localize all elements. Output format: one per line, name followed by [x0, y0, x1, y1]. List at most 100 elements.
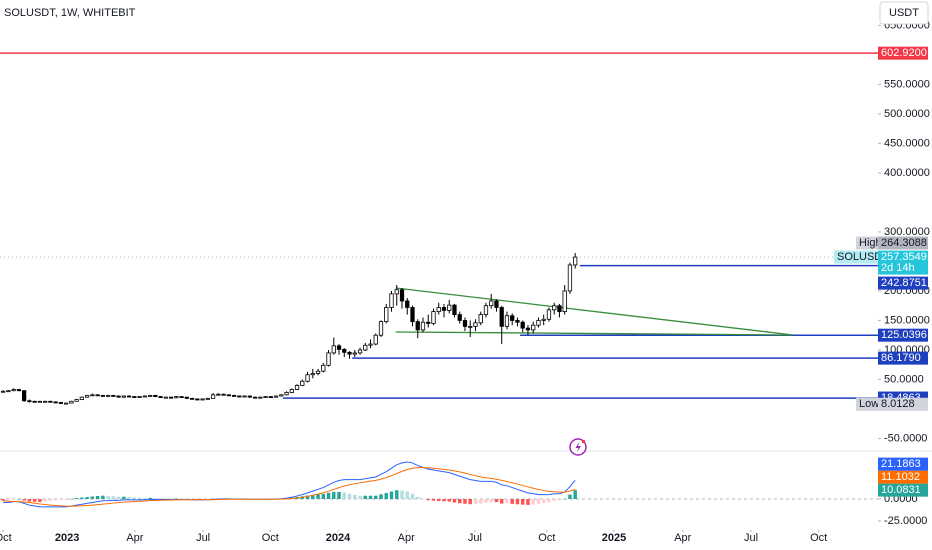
- candle-body: [336, 345, 342, 350]
- histogram-bar: [510, 499, 514, 504]
- histogram-bar: [484, 499, 488, 503]
- indicator-line: [3, 461, 576, 508]
- x-tick-label: Oct: [0, 532, 12, 544]
- alert-bolt[interactable]: [575, 441, 582, 453]
- histogram-bar: [568, 494, 572, 500]
- alert-icon[interactable]: [569, 438, 587, 456]
- histogram-bar: [526, 499, 530, 505]
- candle-body: [552, 305, 557, 311]
- countdown: 2d 14h: [881, 262, 915, 274]
- candle-body: [189, 397, 195, 400]
- histogram-bar: [111, 496, 116, 500]
- line-value: 242.8751: [881, 277, 927, 289]
- currency-button[interactable]: [879, 1, 929, 25]
- histogram-bar: [431, 499, 436, 501]
- candle-body: [273, 395, 279, 398]
- histogram-bar: [1, 499, 5, 501]
- plot-area: Oct 2023 Apr Jul Oct 2024 Apr Jul Oct 2025 Apr Jul O…: [0, 52, 878, 544]
- histogram-bar: [379, 494, 383, 500]
- histogram-bar: [457, 499, 462, 504]
- candle-body: [163, 396, 168, 399]
- histogram-bar: [337, 491, 341, 500]
- candle-body: [84, 395, 90, 398]
- histogram-bar: [400, 490, 404, 500]
- alert-dot[interactable]: [581, 439, 586, 444]
- candle-body: [300, 380, 305, 386]
- candle-body: [541, 318, 546, 321]
- currency-label[interactable]: USDT: [889, 7, 919, 19]
- candle-body: [105, 395, 111, 397]
- histogram-bar: [347, 493, 352, 500]
- overlay: SOLUSDT, 1W, WHITEBIT USDT: [4, 1, 929, 456]
- high-value: 264.3088: [881, 237, 927, 249]
- candle-body: [205, 397, 210, 400]
- candle-body: [252, 396, 258, 399]
- histogram-bar: [410, 493, 415, 500]
- histogram-bar: [442, 499, 446, 502]
- candle-body: [284, 392, 289, 396]
- candle-body: [90, 394, 95, 397]
- y-tick-label: 50.0000: [884, 373, 924, 385]
- candle-body: [436, 307, 441, 313]
- candle-body: [210, 394, 216, 399]
- histogram-bar: [374, 495, 378, 500]
- histogram-bar: [64, 499, 68, 500]
- y-tick-label: 550.0000: [884, 78, 930, 90]
- candle-body: [1, 390, 6, 393]
- histogram-bar: [541, 499, 546, 504]
- histogram-bar: [116, 496, 121, 500]
- histogram-bar: [395, 490, 399, 500]
- candle-body: [294, 384, 300, 390]
- symbol-tag: SOLUSDT: [837, 251, 889, 263]
- y-tick-label: 300.0000: [884, 226, 930, 238]
- candle-body: [200, 398, 205, 401]
- candle-body: [378, 321, 384, 336]
- low-value: 8.0128: [881, 398, 915, 410]
- candle-body: [116, 395, 121, 398]
- candle-body: [536, 320, 541, 326]
- line-value-box: [878, 276, 928, 290]
- histogram-bar: [38, 499, 42, 503]
- histogram-bar: [452, 499, 457, 503]
- candle-body: [305, 374, 310, 382]
- line-value: 86.1790: [881, 352, 921, 364]
- histogram-bar: [101, 495, 105, 500]
- indicator-line: [3, 467, 576, 507]
- line-value-box: [878, 46, 928, 60]
- candle-body: [263, 396, 268, 398]
- histogram-bar: [326, 492, 331, 500]
- symbol-tag-box: [834, 250, 878, 264]
- histogram-bar: [95, 496, 100, 500]
- low-tag-box: [856, 397, 878, 411]
- histogram-bar: [426, 499, 430, 501]
- candle-body: [562, 290, 567, 313]
- histogram-bar: [143, 497, 147, 500]
- histogram-bar: [127, 497, 131, 500]
- candle-body: [499, 307, 504, 327]
- y-tick-label: -25.0000: [884, 515, 927, 527]
- histogram-bar: [321, 493, 326, 500]
- value-tag: 11.1032: [881, 471, 920, 483]
- candle-body: [546, 309, 552, 320]
- candle-body: [79, 396, 85, 400]
- candle-body: [468, 325, 473, 328]
- histogram-bar: [437, 499, 441, 502]
- x-tick-label: Jul: [744, 532, 758, 544]
- histogram-bar: [342, 492, 347, 500]
- line-value: 125.0396: [881, 329, 927, 341]
- candle-body: [415, 321, 420, 331]
- candle-body: [126, 395, 132, 398]
- histogram-bar: [332, 491, 336, 500]
- candle-body: [32, 400, 37, 403]
- x-tick-label: Apr: [398, 532, 415, 544]
- candle-body: [489, 300, 494, 307]
- histogram-bar: [531, 499, 535, 505]
- histogram-bar: [520, 499, 525, 505]
- candle-body: [95, 394, 100, 397]
- candle-body: [184, 396, 189, 399]
- candle-body: [326, 352, 331, 366]
- x-tick-label: Oct: [538, 532, 555, 544]
- histogram-bar: [494, 499, 499, 503]
- histogram-bar: [505, 499, 509, 504]
